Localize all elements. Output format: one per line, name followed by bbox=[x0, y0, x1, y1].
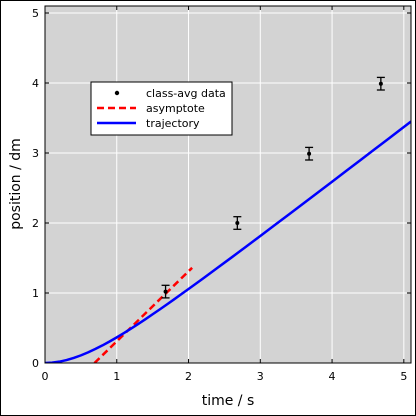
y-tick-label: 2 bbox=[32, 217, 39, 230]
series-asymptote-line bbox=[93, 266, 193, 363]
x-tick-label: 2 bbox=[185, 370, 192, 383]
legend-label-trajectory: trajectory bbox=[146, 117, 200, 130]
x-axis-label: time / s bbox=[202, 393, 255, 409]
x-tick-label: 3 bbox=[257, 370, 264, 383]
x-tick-label: 1 bbox=[113, 370, 120, 383]
data-point bbox=[163, 289, 168, 294]
legend-label-class-avg-data: class-avg data bbox=[146, 87, 226, 100]
y-tick-label: 3 bbox=[32, 147, 39, 160]
x-tick-label: 0 bbox=[42, 370, 49, 383]
plot-area-frame bbox=[44, 5, 412, 364]
y-tick-label: 4 bbox=[32, 77, 39, 90]
x-tick-label: 5 bbox=[400, 370, 407, 383]
legend-label-asymptote: asymptote bbox=[146, 102, 205, 115]
legend-marker-class-avg-data bbox=[114, 90, 120, 96]
y-tick-label: 0 bbox=[32, 357, 39, 370]
data-point bbox=[307, 151, 312, 156]
y-tick-label: 5 bbox=[32, 7, 39, 20]
series-layer bbox=[45, 76, 411, 363]
x-tick-label: 4 bbox=[329, 370, 336, 383]
series-trajectory-line bbox=[45, 120, 411, 363]
y-axis-label: position / dm bbox=[8, 138, 24, 230]
y-tick-label: 1 bbox=[32, 287, 39, 300]
legend: class-avg data asymptote trajectory bbox=[90, 81, 233, 136]
data-point bbox=[378, 81, 383, 86]
axis-ticks: 0 1 2 3 4 5 0 1 2 3 4 5 bbox=[32, 6, 411, 383]
data-point bbox=[235, 221, 240, 225]
plot-area-background bbox=[45, 6, 411, 363]
